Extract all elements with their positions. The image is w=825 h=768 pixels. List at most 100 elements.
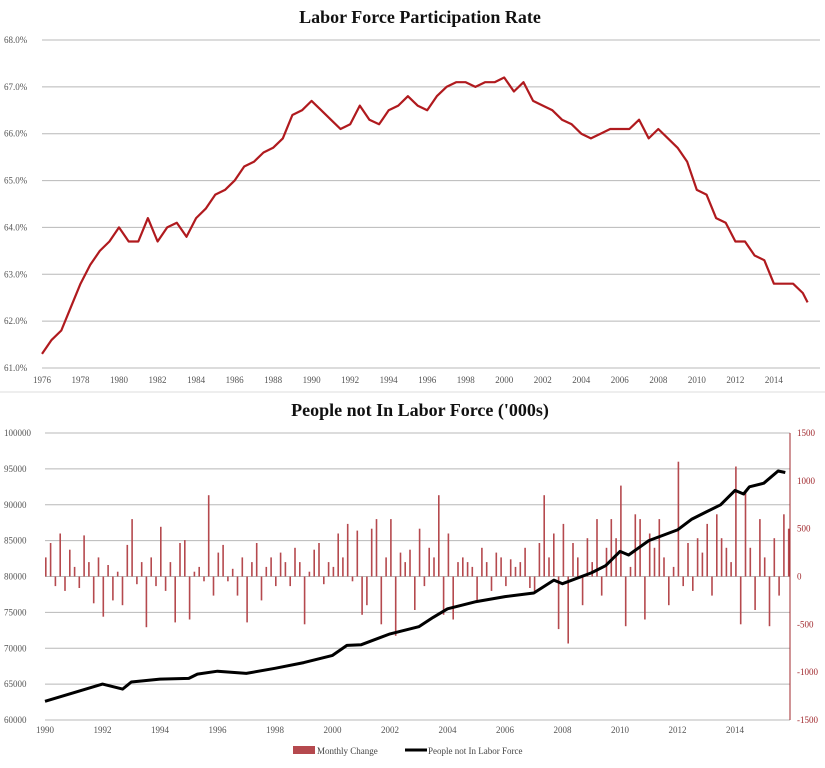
monthly-change-bar: [696, 538, 699, 577]
y-right-tick-label: -500: [797, 619, 814, 629]
top-x-axis: 1976 1978 1980 1982 1984 1986 1988 1990 1992 1994…: [33, 375, 783, 385]
monthly-change-bar: [524, 547, 526, 577]
x-tick-label: 2002: [534, 375, 552, 385]
legend: Monthly Change People not In Labor Force: [293, 746, 522, 756]
monthly-change-bar: [92, 576, 95, 604]
bottom-right-y-axis: -1500 -1000 -500 0 500 1000 1500: [789, 428, 818, 725]
x-tick-label: 1998: [457, 375, 476, 385]
y-tick-label: 66.0%: [4, 129, 28, 139]
legend-label-people: People not In Labor Force: [428, 746, 522, 756]
monthly-change-bar: [150, 557, 152, 577]
monthly-change-bar: [687, 543, 689, 577]
x-tick-label: 1988: [264, 375, 283, 385]
x-tick-label: 1976: [33, 375, 52, 385]
monthly-change-bar: [624, 576, 627, 627]
y-left-tick-label: 90000: [4, 500, 27, 510]
y-right-tick-label: 0: [797, 572, 802, 582]
monthly-change-bar: [409, 549, 411, 577]
x-tick-label: 2008: [649, 375, 668, 385]
x-tick-label: 1996: [418, 375, 437, 385]
monthly-change-bar: [433, 557, 435, 577]
monthly-change-bar: [739, 576, 742, 625]
top-gridlines: [42, 39, 820, 369]
monthly-change-bar: [332, 566, 335, 577]
monthly-change-bar: [69, 549, 71, 577]
monthly-change-bar: [64, 576, 66, 591]
monthly-change-bar: [730, 562, 732, 577]
y-tick-label: 64.0%: [4, 222, 28, 232]
monthly-change-bar: [380, 576, 383, 625]
monthly-change-bar: [610, 519, 613, 577]
monthly-change-bar: [735, 466, 737, 577]
monthly-change-bar: [543, 495, 545, 577]
x-tick-label: 1998: [266, 725, 285, 735]
monthly-change-bar: [658, 519, 661, 577]
monthly-change-bar: [476, 576, 478, 601]
monthly-change-bar: [438, 495, 440, 577]
monthly-change-bar: [45, 557, 47, 577]
monthly-change-bar: [485, 562, 488, 577]
x-tick-label: 2014: [726, 725, 745, 735]
monthly-change-bar: [198, 566, 200, 577]
monthly-change-bar: [145, 576, 148, 628]
monthly-change-bar: [768, 576, 771, 627]
monthly-change-bar: [299, 562, 301, 577]
monthly-change-bar: [303, 576, 306, 625]
y-right-tick-label: 500: [797, 524, 811, 534]
monthly-change-bar: [466, 562, 469, 577]
monthly-change-bar: [701, 552, 704, 577]
monthly-change-bar: [49, 543, 52, 577]
monthly-change-bar: [720, 538, 723, 577]
monthly-change-bar: [394, 576, 397, 636]
monthly-change-bar: [337, 533, 339, 577]
monthly-change-bar: [754, 576, 756, 610]
monthly-change-bar: [203, 576, 205, 582]
monthly-change-bar: [294, 547, 296, 577]
x-tick-label: 2014: [765, 375, 784, 385]
monthly-change-bar: [672, 566, 675, 577]
monthly-change-bar: [663, 557, 665, 577]
monthly-change-bar: [495, 552, 498, 577]
not-in-labor-force-line: [44, 469, 786, 703]
monthly-change-bar: [59, 533, 61, 577]
y-right-tick-label: -1500: [797, 715, 818, 725]
monthly-change-bar: [567, 576, 569, 644]
x-tick-label: 1984: [187, 375, 206, 385]
monthly-change-bar: [217, 552, 220, 577]
monthly-change-bar: [231, 568, 234, 577]
chart-title-bottom: People not In Labor Force ('000s): [291, 400, 549, 421]
y-left-tick-label: 65000: [4, 679, 27, 689]
monthly-change-bar: [97, 557, 100, 577]
monthly-change-bar: [308, 571, 311, 577]
monthly-change-bar: [102, 576, 105, 617]
monthly-change-bar: [361, 576, 363, 615]
x-tick-label: 2012: [669, 725, 687, 735]
y-left-tick-label: 80000: [4, 572, 27, 582]
monthly-change-bar: [54, 576, 57, 587]
x-tick-label: 2012: [726, 375, 744, 385]
monthly-change-bar: [251, 562, 253, 577]
x-tick-label: 2006: [496, 725, 515, 735]
monthly-change-bar: [73, 566, 76, 577]
monthly-change-bar: [270, 557, 272, 577]
y-right-tick-label: 1000: [797, 476, 816, 486]
monthly-change-bar: [682, 576, 684, 587]
monthly-change-bar: [586, 538, 589, 577]
x-tick-label: 2010: [688, 375, 707, 385]
y-right-tick-label: 1500: [797, 428, 816, 438]
monthly-change-bar: [131, 519, 133, 577]
monthly-change-bar: [553, 533, 555, 577]
monthly-change-bar: [716, 514, 718, 577]
monthly-change-bars: [45, 461, 790, 644]
monthly-change-bar: [677, 461, 680, 577]
monthly-change-bar: [174, 576, 176, 623]
x-tick-label: 1992: [341, 375, 359, 385]
y-right-tick-label: -1000: [797, 667, 818, 677]
monthly-change-bar: [184, 540, 186, 577]
monthly-change-bar: [706, 523, 708, 577]
monthly-change-bar: [136, 576, 138, 585]
monthly-change-bar: [385, 557, 387, 577]
y-tick-label: 67.0%: [4, 82, 28, 92]
monthly-change-bar: [692, 576, 694, 591]
bottom-left-y-axis: 60000 65000 70000 75000 80000 85000 90000 95000…: [4, 428, 32, 725]
